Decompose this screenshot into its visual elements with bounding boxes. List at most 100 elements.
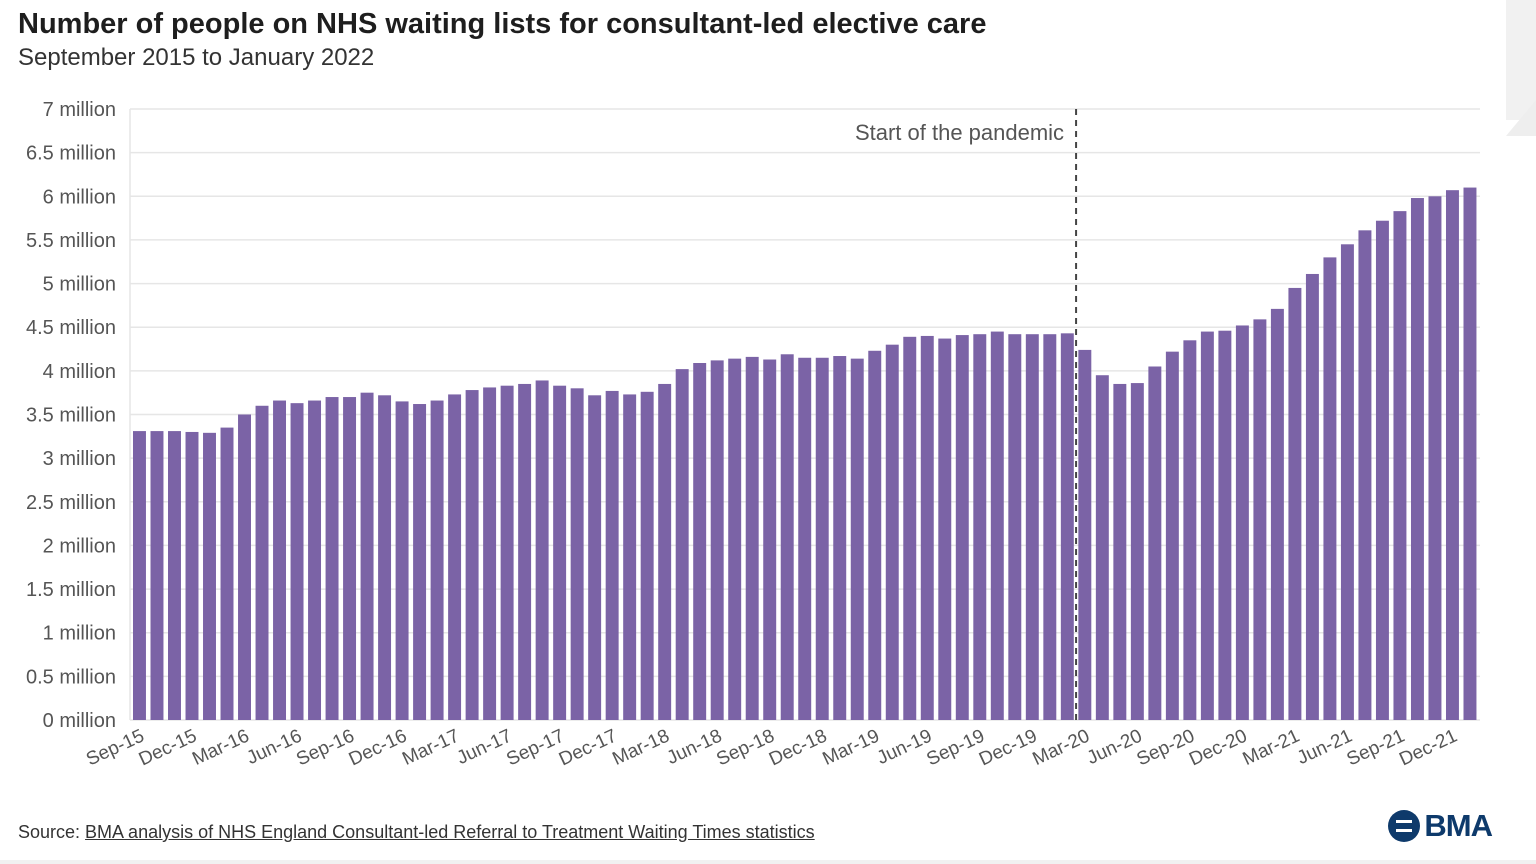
bar[interactable] (1008, 334, 1022, 720)
x-tick-label: Dec-21 (1396, 725, 1460, 770)
bar[interactable] (1025, 334, 1039, 720)
bar[interactable] (1305, 273, 1319, 720)
bar[interactable] (570, 388, 584, 720)
bar[interactable] (343, 397, 357, 720)
x-tick-label: Jun-19 (874, 725, 936, 769)
bar[interactable] (1165, 351, 1179, 720)
bar[interactable] (500, 385, 514, 720)
bar[interactable] (1060, 333, 1074, 720)
y-tick-label: 2.5 million (26, 492, 116, 514)
bar[interactable] (693, 363, 707, 720)
bar[interactable] (658, 383, 672, 720)
bar[interactable] (518, 383, 532, 720)
bar[interactable] (798, 357, 812, 720)
x-tick-label: Sep-16 (293, 725, 357, 770)
bar[interactable] (133, 431, 146, 720)
bar[interactable] (1340, 244, 1354, 721)
bar[interactable] (360, 392, 374, 720)
bar[interactable] (395, 401, 409, 720)
bar[interactable] (815, 357, 829, 720)
bar[interactable] (1095, 375, 1109, 720)
bar[interactable] (1288, 287, 1302, 720)
bma-logo[interactable]: BMA (1388, 808, 1493, 844)
corner-decoration (1506, 100, 1536, 136)
bar[interactable] (1218, 330, 1232, 720)
bar[interactable] (763, 359, 777, 720)
x-tick-label: Jun-21 (1294, 725, 1356, 769)
bar[interactable] (150, 431, 164, 720)
x-tick-label: Mar-17 (399, 725, 462, 769)
bma-logo-icon (1388, 810, 1421, 842)
bar[interactable] (378, 395, 392, 720)
bar[interactable] (850, 358, 864, 720)
bar[interactable] (938, 338, 952, 720)
bar[interactable] (1235, 325, 1249, 720)
bar[interactable] (308, 400, 322, 720)
bar[interactable] (1200, 331, 1214, 720)
bar[interactable] (1078, 349, 1092, 720)
x-tick-label: Mar-21 (1240, 725, 1303, 769)
bar[interactable] (1148, 366, 1162, 720)
bar[interactable] (675, 369, 689, 720)
bar[interactable] (1445, 190, 1459, 720)
bar[interactable] (483, 387, 497, 720)
bar[interactable] (255, 405, 269, 720)
bar[interactable] (1410, 198, 1424, 720)
x-tick-label: Sep-17 (503, 725, 567, 770)
bar[interactable] (1323, 257, 1337, 720)
bar[interactable] (290, 403, 304, 720)
bar[interactable] (185, 431, 199, 720)
bar[interactable] (220, 427, 234, 720)
bar[interactable] (553, 385, 567, 720)
bar[interactable] (745, 356, 759, 720)
bar[interactable] (868, 350, 882, 720)
bar[interactable] (903, 336, 917, 720)
x-axis-labels: Sep-15Dec-15Mar-16Jun-16Sep-16Dec-16Mar-… (83, 725, 1460, 770)
bar[interactable] (588, 395, 602, 720)
bar[interactable] (1358, 230, 1372, 720)
bar[interactable] (728, 358, 742, 720)
bar[interactable] (1463, 187, 1477, 721)
bar[interactable] (325, 397, 339, 720)
x-tick-label: Mar-16 (189, 725, 252, 769)
bar[interactable] (973, 334, 987, 720)
x-tick-label: Dec-16 (346, 725, 410, 770)
bar[interactable] (1393, 211, 1407, 721)
bar[interactable] (1253, 319, 1267, 720)
x-tick-label: Dec-17 (556, 725, 620, 770)
bar[interactable] (1183, 340, 1197, 720)
bar[interactable] (465, 390, 479, 720)
y-tick-label: 5.5 million (26, 230, 116, 252)
bar[interactable] (168, 431, 181, 720)
bar[interactable] (1113, 383, 1127, 720)
bar[interactable] (605, 390, 619, 720)
bar[interactable] (1130, 383, 1144, 720)
bar[interactable] (780, 354, 794, 720)
bar[interactable] (1428, 196, 1442, 721)
x-tick-label: Sep-19 (923, 725, 987, 770)
bar[interactable] (273, 400, 287, 720)
bar[interactable] (710, 360, 724, 720)
bar[interactable] (955, 335, 969, 720)
bar[interactable] (203, 432, 216, 720)
bar[interactable] (535, 380, 549, 720)
bar[interactable] (623, 394, 637, 720)
x-tick-label: Jun-20 (1084, 725, 1146, 769)
bar[interactable] (238, 414, 251, 721)
y-tick-label: 5 million (43, 274, 116, 296)
bar[interactable] (1270, 308, 1284, 720)
bar[interactable] (640, 391, 654, 720)
bar[interactable] (885, 344, 899, 720)
bar[interactable] (1375, 220, 1389, 720)
x-tick-label: Sep-20 (1134, 725, 1198, 770)
bar[interactable] (833, 356, 847, 720)
bar[interactable] (920, 335, 934, 720)
bar[interactable] (413, 404, 427, 720)
bar[interactable] (448, 394, 462, 720)
bar[interactable] (990, 331, 1004, 720)
source-link[interactable]: BMA analysis of NHS England Consultant-l… (85, 822, 815, 842)
x-tick-label: Jun-18 (664, 725, 726, 769)
bar[interactable] (430, 400, 444, 720)
bar[interactable] (1043, 334, 1057, 720)
